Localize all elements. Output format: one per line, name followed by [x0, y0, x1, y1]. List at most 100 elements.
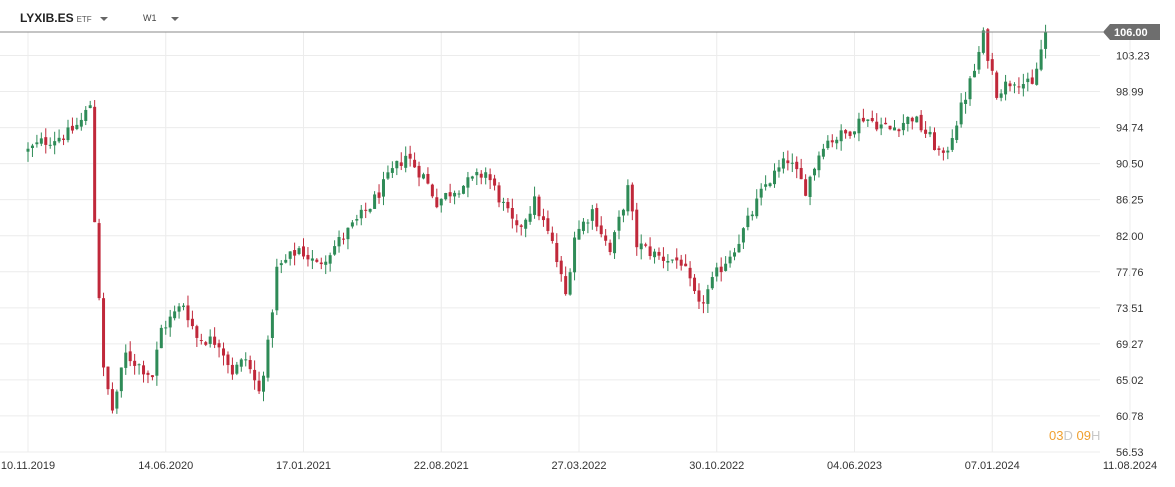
candle-body [839, 130, 843, 142]
candle-body [355, 219, 359, 221]
candle-body [937, 148, 941, 150]
candle-body [493, 178, 497, 186]
candle-body [57, 137, 61, 142]
candle-body [755, 198, 759, 217]
candle-body [990, 59, 994, 71]
candle-body [706, 289, 710, 304]
candle-body [377, 192, 381, 198]
candle-body [977, 51, 981, 70]
candle-body [950, 138, 954, 150]
candle-body [781, 158, 785, 169]
candle-body [26, 148, 30, 152]
candle-body [586, 222, 590, 224]
candle-body [972, 70, 976, 78]
candle-body [715, 267, 719, 277]
candle-body [217, 343, 221, 348]
candle-body [195, 326, 199, 338]
candle-body [448, 192, 452, 197]
candle-body [44, 137, 48, 145]
candle-body [799, 167, 803, 180]
current-price-tag [1103, 24, 1160, 40]
x-axis-tick-label: 27.03.2022 [551, 460, 606, 472]
candle-body [590, 209, 594, 221]
candle-body [501, 201, 505, 203]
candle-body [919, 114, 923, 131]
candle-body [728, 256, 732, 264]
candle-body [182, 305, 186, 307]
candle-body [773, 170, 777, 185]
countdown-days-unit: D [1063, 428, 1073, 443]
candle-body [693, 277, 697, 292]
candle-body [964, 99, 968, 104]
candle-body [830, 140, 834, 143]
candle-body [497, 185, 501, 203]
symbol-label: LYXIB.ES [20, 11, 74, 25]
candle-body [626, 185, 630, 212]
candle-body [315, 259, 319, 262]
candle-body [875, 121, 879, 130]
candle-body [328, 255, 332, 264]
candle-body [173, 311, 177, 319]
candle-body [533, 196, 537, 215]
candle-body [644, 244, 648, 246]
candle-body [48, 144, 52, 146]
candle-body [613, 232, 617, 254]
candle-body [688, 267, 692, 279]
candle-body [661, 256, 665, 261]
candle-body [128, 351, 132, 362]
candle-body [604, 235, 608, 241]
candle-body [204, 342, 208, 345]
timeframe-selector[interactable]: W1 [143, 13, 179, 23]
candle-body [559, 260, 563, 275]
candle-body [124, 352, 128, 368]
symbol-selector[interactable]: LYXIB.ES ETF [20, 11, 108, 25]
candle-body [417, 165, 421, 178]
candle-body [142, 365, 146, 375]
candle-body [137, 364, 141, 366]
candle-body [684, 263, 688, 267]
candle-body [550, 232, 554, 241]
candle-body [373, 194, 377, 209]
chevron-down-icon [170, 16, 179, 21]
candle-body [968, 78, 972, 100]
candle-body [341, 238, 345, 240]
candle-body [213, 336, 217, 345]
candle-body [439, 198, 443, 206]
countdown-hours-value: 09 [1076, 428, 1091, 443]
candle-body [395, 160, 399, 169]
candle-body [1021, 84, 1025, 89]
candle-body [741, 228, 745, 243]
candle-body [230, 364, 234, 375]
candle-body [821, 148, 825, 157]
x-axis-tick-label: 22.08.2021 [414, 460, 469, 472]
candle-body [302, 246, 305, 257]
candle-body [84, 109, 88, 121]
candle-body [70, 125, 74, 131]
candle-body [248, 360, 252, 370]
candle-body [257, 380, 261, 392]
candle-body [1035, 68, 1039, 85]
candle-body [541, 216, 545, 221]
candle-body [1039, 49, 1043, 70]
candle-body [670, 259, 674, 261]
candle-body [777, 167, 781, 172]
candle-body [421, 174, 425, 179]
x-axis-tick-label: 14.06.2020 [138, 460, 193, 472]
candle-body [581, 221, 585, 231]
candle-body [719, 266, 723, 273]
candle-body [1026, 78, 1030, 83]
candle-body [701, 302, 705, 304]
candle-body [79, 119, 83, 127]
candle-body [102, 298, 106, 368]
current-price-label: 106.00 [1114, 27, 1148, 39]
candle-body [337, 237, 341, 247]
candle-body [404, 155, 408, 168]
candle-body [999, 93, 1003, 98]
candle-body [159, 327, 163, 349]
x-axis-tick-label: 10.11.2019 [1, 460, 55, 472]
candle-body [262, 375, 266, 392]
candle-body [599, 225, 603, 235]
candle-body [710, 277, 714, 289]
